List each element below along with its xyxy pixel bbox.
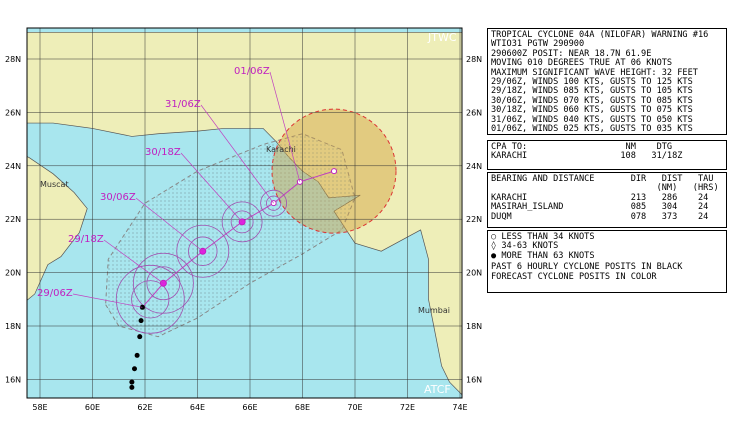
warning-line: 30/18Z, WINDS 060 KTS, GUSTS TO 075 KTS — [491, 105, 693, 116]
lat-label: 28N — [466, 55, 482, 64]
lon-label: 68E — [295, 403, 310, 412]
legend-line: PAST 6 HOURLY CYCLONE POSITS IN BLACK — [491, 262, 683, 273]
map: 29/06Z 29/18Z 30/06Z 30/18Z 31/06Z 01/06Z Musc… — [5, 27, 482, 412]
lon-label: 74E — [452, 403, 467, 412]
bearing-line: (NM) (HRS) — [491, 183, 719, 194]
legend-symbol: ◊ — [491, 241, 502, 252]
wind-radius — [188, 236, 218, 266]
bearing-line: BEARING AND DISTANCE DIR DIST TAU — [491, 174, 714, 184]
past-position — [138, 318, 144, 324]
bearing-line: MASIRAH_ISLAND 085 304 24 — [491, 202, 709, 213]
label-leader — [72, 293, 143, 308]
lat-label: 24N — [5, 162, 21, 171]
past-position — [134, 352, 140, 358]
lon-label: 66E — [242, 403, 257, 412]
past-position — [129, 384, 135, 390]
wind-radius — [132, 252, 194, 314]
land — [27, 156, 88, 301]
warning-line: 31/06Z, WINDS 040 KTS, GUSTS TO 050 KTS — [491, 114, 693, 125]
past-position — [129, 379, 135, 385]
lat-label: 16N — [5, 375, 21, 384]
wind-radius — [176, 224, 230, 278]
label-leader — [200, 104, 274, 204]
agency-label: JTWC — [427, 31, 457, 44]
legend-text: MORE THAN 63 KNOTS — [501, 250, 595, 261]
lon-label: 62E — [137, 403, 152, 412]
label-leader — [103, 239, 164, 284]
place-label: Karachi — [266, 145, 296, 154]
place-label: Muscat — [40, 180, 69, 189]
warning-line: 29/06Z, WINDS 100 KTS, GUSTS TO 125 KTS — [491, 77, 693, 88]
warning-line: 01/06Z, WINDS 025 KTS, GUSTS TO 035 KTS — [491, 124, 693, 135]
legend-box: ○ LESS THAN 34 KNOTS ◊ 34-63 KNOTS ● MORE … — [487, 230, 727, 293]
warning-box: TROPICAL CYCLONE 04A (NILOFAR) WARNING #… — [487, 28, 727, 135]
lat-label: 28N — [5, 55, 21, 64]
lon-label: 72E — [400, 403, 415, 412]
wind-radius — [146, 266, 181, 301]
warning-line: 30/06Z, WINDS 070 KTS, GUSTS TO 085 KTS — [491, 95, 693, 106]
place-label: Mumbai — [418, 306, 450, 315]
wind-radius — [221, 201, 263, 243]
forecast-label: 29/06Z — [37, 288, 73, 299]
forecast-label: 01/06Z — [234, 66, 270, 77]
lon-label: 70E — [347, 403, 362, 412]
warning-line: MAXIMUM SIGNIFICANT WAVE HEIGHT: 32 FEET — [491, 67, 698, 78]
lat-label: 20N — [466, 269, 482, 278]
legend-symbol: ○ — [491, 232, 502, 242]
legend-text: LESS THAN 34 KNOTS — [501, 232, 595, 242]
label-leader — [180, 152, 243, 223]
legend-line: FORECAST CYCLONE POSITS IN COLOR — [491, 271, 657, 282]
lat-label: 18N — [5, 322, 21, 331]
wind-radius — [260, 189, 288, 217]
lat-label: 22N — [466, 215, 482, 224]
warning-line: TROPICAL CYCLONE 04A (NILOFAR) WARNING #… — [491, 30, 709, 40]
past-position — [137, 334, 143, 340]
cpa-line: CPA TO: NM DTG — [491, 142, 673, 152]
cpa-line: KARACHI 108 31/18Z — [491, 151, 683, 162]
bearing-line: DUQM 078 373 24 — [491, 211, 709, 222]
lat-label: 16N — [466, 375, 482, 384]
warning-line: WTIO31 PGTW 290900 — [491, 39, 585, 50]
warning-line: 29/18Z, WINDS 085 KTS, GUSTS TO 105 KTS — [491, 86, 693, 97]
warning-line: 290600Z POSIT: NEAR 18.7N 61.9E — [491, 48, 652, 59]
lon-label: 58E — [32, 403, 47, 412]
wind-radius — [266, 195, 282, 211]
map-body — [27, 28, 462, 398]
bearing-box: BEARING AND DISTANCE DIR DIST TAU (NM) (… — [487, 172, 727, 228]
lon-label: 60E — [85, 403, 100, 412]
wind-radius — [115, 264, 185, 334]
label-leader — [269, 71, 301, 182]
lat-label: 18N — [466, 322, 482, 331]
lat-label: 26N — [466, 108, 482, 117]
wind-radius — [230, 210, 254, 234]
wind-radius — [131, 280, 170, 319]
danger-area — [105, 133, 356, 338]
legend-symbol: ● — [491, 250, 502, 261]
cpa-box: CPA TO: NM DTG KARACHI 108 31/18Z — [487, 140, 727, 170]
forecast-label: 29/18Z — [68, 234, 104, 245]
forecast-label: 30/06Z — [100, 192, 136, 203]
lon-label: 64E — [190, 403, 205, 412]
lat-label: 22N — [5, 215, 21, 224]
forecast-label: 31/06Z — [165, 99, 201, 110]
lat-label: 24N — [466, 162, 482, 171]
forecast-position — [331, 168, 337, 175]
frame — [26, 27, 463, 399]
warning-line: MOVING 010 DEGREES TRUE AT 06 KNOTS — [491, 58, 673, 69]
bearing-line: KARACHI 213 286 24 — [491, 192, 709, 203]
label-leader — [135, 197, 203, 252]
lat-label: 20N — [5, 269, 21, 278]
forecast-label: 30/18Z — [145, 147, 181, 158]
system-label: ATCF — [424, 383, 451, 396]
legend-line: ● MORE THAN 63 KNOTS — [491, 250, 723, 261]
legend-line: ◊ 34-63 KNOTS — [491, 242, 723, 251]
legend-text: 34-63 KNOTS — [501, 241, 559, 252]
legend-line: ○ LESS THAN 34 KNOTS — [491, 232, 723, 242]
past-position — [132, 366, 137, 372]
lat-label: 26N — [5, 108, 21, 117]
